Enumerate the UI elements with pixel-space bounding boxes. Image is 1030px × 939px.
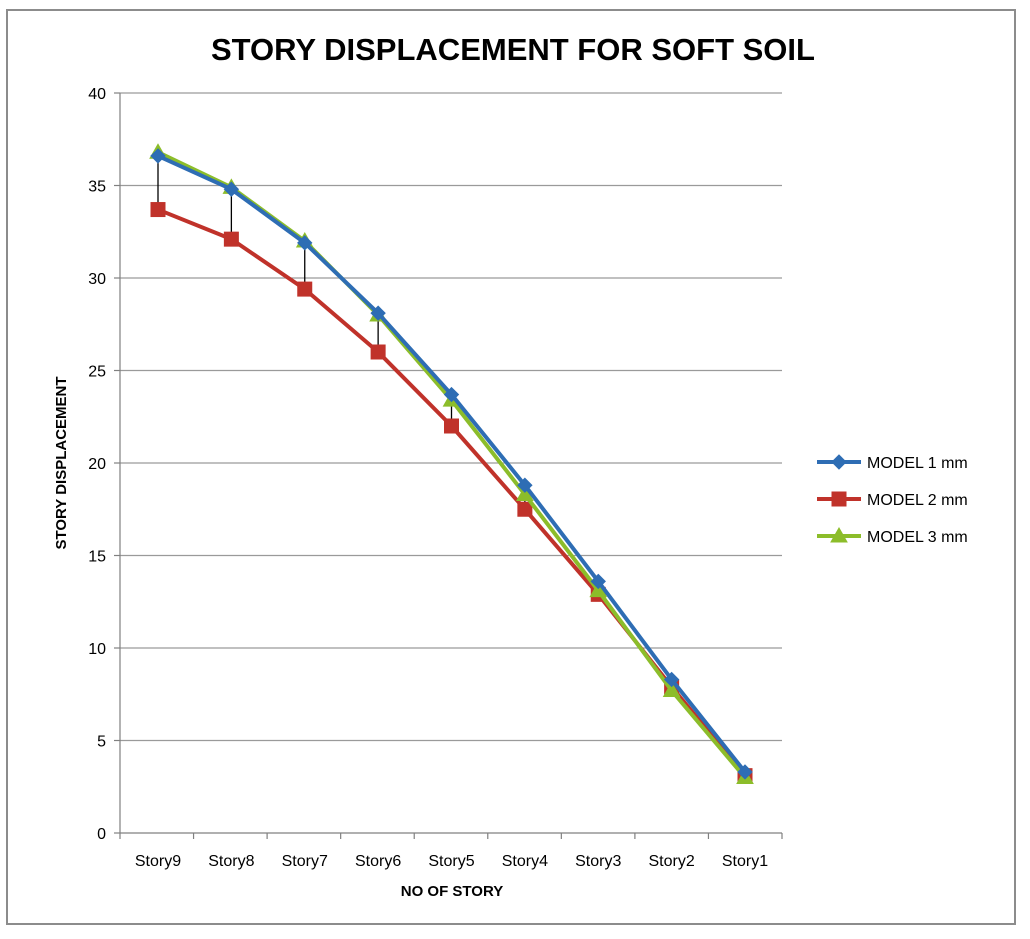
series-1-point-Story8: [223, 181, 240, 197]
y-tick-label-10: 10: [88, 641, 106, 658]
legend-label-2: MODEL 2 mm: [867, 492, 968, 509]
y-tick-label-20: 20: [88, 456, 106, 473]
series-1-point-Story9: [150, 148, 166, 164]
series-1-point-Story1: [737, 764, 753, 780]
x-tick-label-Story8: Story8: [208, 853, 254, 870]
x-tick-label-Story7: Story7: [282, 853, 328, 870]
y-tick-label-0: 0: [97, 826, 106, 843]
series-1-point-Story4: [517, 477, 533, 493]
x-tick-label-Story5: Story5: [428, 853, 474, 870]
series-2-point-Story7: [297, 281, 313, 297]
y-tick-label-25: 25: [88, 364, 106, 381]
series-1-point-Story3: [590, 573, 606, 590]
x-tick-label-Story3: Story3: [575, 853, 621, 870]
series-3-point-Story2: [662, 681, 681, 698]
y-tick-label-40: 40: [88, 86, 106, 103]
series-2-point-Story6: [370, 344, 386, 360]
y-axis-ticks: 0 5 10 15 20 25 30 35 40: [88, 86, 106, 843]
series-1-point-Story2: [663, 671, 680, 688]
y-tick-label-35: 35: [88, 179, 106, 196]
legend-marker-1: [831, 454, 847, 470]
grid-lines: [114, 92, 783, 839]
chart-title: STORY DISPLACEMENT FOR SOFT SOIL: [211, 32, 815, 67]
x-tick-label-Story9: Story9: [135, 853, 181, 870]
legend-marker-3: [830, 526, 848, 543]
series-2-point-Story9: [150, 202, 166, 218]
y-tick-label-30: 30: [88, 271, 106, 288]
y-axis-title: STORY DISPLACEMENT: [53, 376, 70, 549]
legend-marker-2: [831, 491, 847, 507]
x-tick-label-Story2: Story2: [649, 853, 695, 870]
legend-label-3: MODEL 3 mm: [867, 529, 968, 546]
x-axis-ticks: Story9 Story8 Story7 Story6 Story5 Story4 Stor…: [135, 853, 768, 870]
legend-label-1: MODEL 1 mm: [867, 455, 968, 472]
y-tick-label-5: 5: [97, 734, 106, 751]
series-2-line: [157, 207, 747, 777]
series-2-point-Story5: [444, 418, 459, 434]
y-tick-label-15: 15: [88, 549, 106, 566]
series-1-point-Story6: [370, 305, 386, 321]
series-1-point-Story5: [443, 386, 460, 403]
legend: MODEL 1 mm MODEL 2 mm MODEL 3 mm: [817, 454, 968, 546]
x-tick-label-Story6: Story6: [355, 853, 401, 870]
x-axis-title: NO OF STORY: [401, 883, 504, 900]
series-1-point-Story7: [297, 235, 313, 251]
series-3-line: [157, 150, 747, 779]
x-tick-label-Story1: Story1: [722, 853, 768, 870]
series-2-point-Story8: [223, 231, 239, 247]
series-group: [149, 143, 754, 784]
series-2-point-Story4: [517, 501, 533, 517]
x-tick-label-Story4: Story4: [502, 853, 548, 870]
